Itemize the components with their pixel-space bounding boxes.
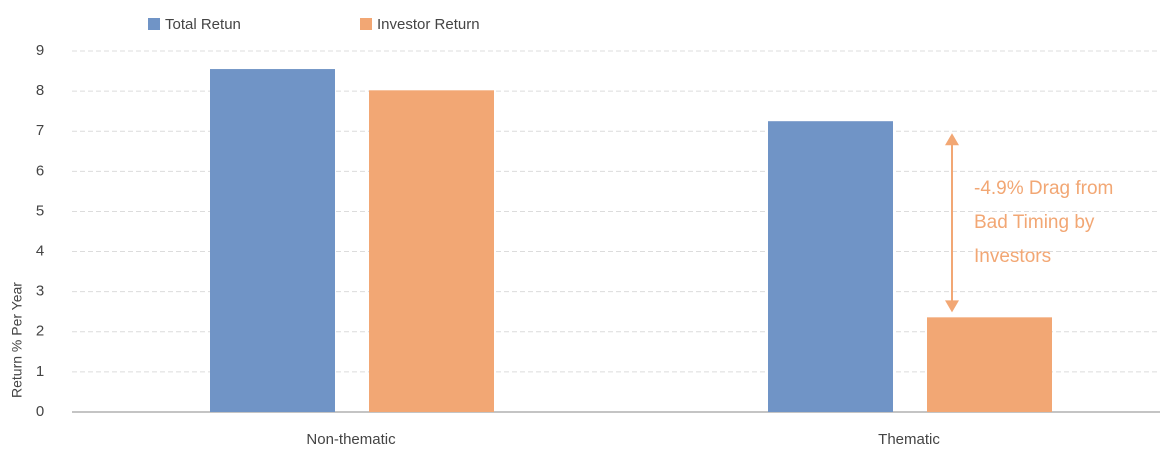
bar bbox=[210, 69, 335, 413]
y-tick-label: 9 bbox=[36, 42, 44, 59]
y-tick-label: 1 bbox=[36, 363, 44, 380]
bar bbox=[927, 317, 1052, 412]
bar bbox=[369, 90, 494, 412]
arrow-head bbox=[945, 133, 959, 146]
y-tick-label: 5 bbox=[36, 202, 44, 219]
y-tick-label: 0 bbox=[36, 403, 44, 420]
x-tick-label: Non-thematic bbox=[306, 431, 396, 448]
legend-label: Investor Return bbox=[377, 16, 480, 33]
arrow-head bbox=[945, 300, 959, 313]
legend-label: Total Retun bbox=[165, 16, 241, 33]
y-tick-label: 2 bbox=[36, 323, 44, 340]
legend-swatch bbox=[148, 18, 160, 30]
annotation-text: Bad Timing by bbox=[974, 212, 1095, 233]
bar bbox=[768, 121, 893, 412]
annotation-text: -4.9% Drag from bbox=[974, 178, 1113, 199]
legend-swatch bbox=[360, 18, 372, 30]
y-tick-label: 6 bbox=[36, 162, 44, 179]
y-tick-label: 4 bbox=[36, 243, 44, 260]
y-tick-label: 3 bbox=[36, 283, 44, 300]
annotation-text: Investors bbox=[974, 246, 1051, 267]
x-tick-label: Thematic bbox=[878, 431, 940, 448]
y-axis-label: Return % Per Year bbox=[9, 282, 25, 398]
y-tick-label: 8 bbox=[36, 82, 44, 99]
y-tick-label: 7 bbox=[36, 122, 44, 139]
